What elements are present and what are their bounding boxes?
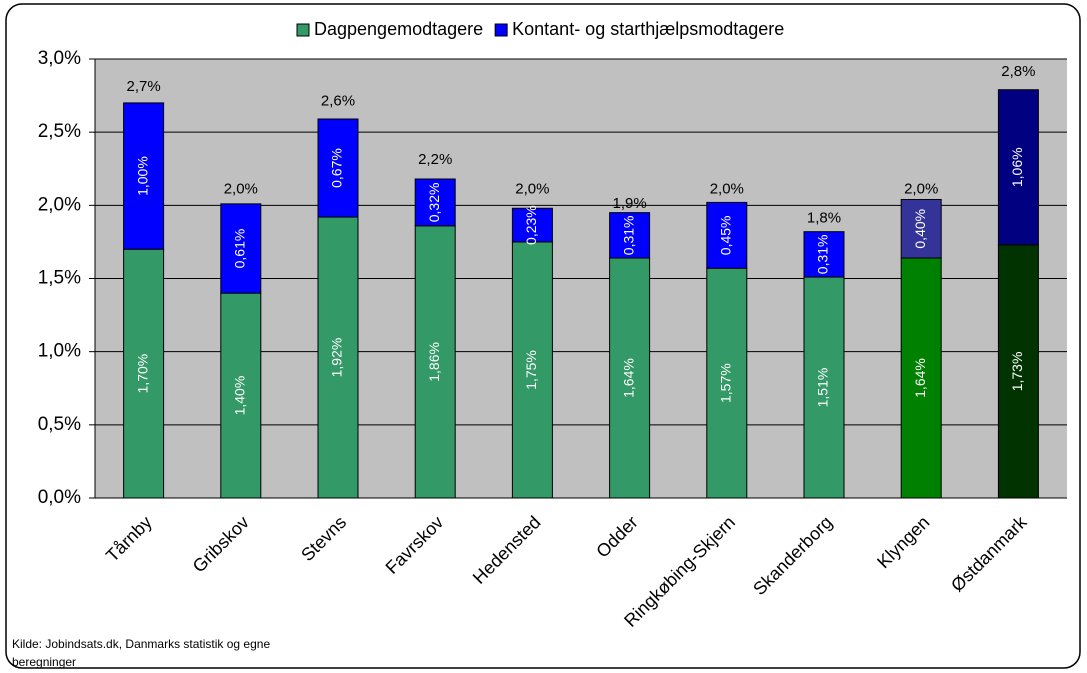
data-label: 0,67%: [329, 148, 345, 188]
data-label: 1,92%: [329, 338, 345, 378]
bar-segment: [511, 207, 553, 243]
legend-swatch: [296, 23, 310, 37]
total-label: 1,8%: [807, 210, 841, 227]
bar-segment: [900, 198, 942, 259]
total-label: 2,2%: [418, 151, 452, 168]
data-label: 0,23%: [523, 205, 539, 245]
data-label: 1,70%: [134, 354, 150, 394]
source-note: Kilde: Jobindsats.dk, Danmarks statistik…: [12, 637, 270, 651]
total-label: 2,0%: [904, 180, 938, 197]
data-label: 1,57%: [718, 363, 734, 403]
y-tick-label: 0,5%: [38, 414, 81, 435]
bar-segment: [803, 276, 845, 499]
total-label: 2,0%: [710, 180, 744, 197]
data-label: 1,00%: [134, 156, 150, 196]
data-label: 1,51%: [815, 368, 831, 408]
bar-segment: [123, 102, 165, 250]
data-label: 1,64%: [912, 358, 928, 398]
data-label: 0,40%: [912, 209, 928, 249]
y-tick-label: 2,5%: [38, 121, 81, 142]
bar-segment: [220, 203, 262, 294]
data-label: 0,31%: [620, 215, 636, 255]
bar-segment: [317, 118, 359, 218]
bar-segment: [803, 231, 845, 278]
source-note: beregninger: [12, 655, 76, 669]
legend-label: Kontant- og starthjælpsmodtagere: [512, 19, 784, 39]
bar-segment: [414, 225, 456, 499]
data-label: 0,32%: [426, 183, 442, 223]
total-label: 2,8%: [1001, 63, 1035, 80]
y-tick-label: 0,0%: [38, 487, 81, 508]
data-label: 1,75%: [523, 350, 539, 390]
bar-segment: [706, 267, 748, 499]
y-tick-label: 1,5%: [38, 268, 81, 289]
data-label: 1,06%: [1009, 147, 1025, 187]
y-tick-label: 3,0%: [38, 48, 81, 69]
bar-segment: [123, 248, 165, 499]
data-label: 1,64%: [620, 358, 636, 398]
data-label: 1,86%: [426, 342, 442, 382]
y-tick-label: 2,0%: [38, 194, 81, 215]
bar-segment: [609, 212, 651, 259]
total-label: 2,7%: [126, 78, 160, 95]
total-label: 2,0%: [515, 180, 549, 197]
bar-segment: [220, 292, 262, 499]
legend-swatch: [494, 23, 508, 37]
total-label: 2,0%: [224, 180, 258, 197]
data-label: 0,61%: [232, 229, 248, 269]
bar-segment: [997, 89, 1039, 246]
bar-segment: [706, 201, 748, 269]
bar-segment: [997, 244, 1039, 499]
data-label: 0,31%: [815, 235, 831, 275]
bar-segment: [414, 178, 456, 227]
bar-segment: [317, 216, 359, 499]
data-label: 1,40%: [232, 376, 248, 416]
data-label: 0,45%: [718, 215, 734, 255]
y-tick-label: 1,0%: [38, 341, 81, 362]
total-label: 1,9%: [612, 195, 646, 212]
legend-label: Dagpengemodtagere: [314, 19, 483, 39]
data-label: 1,73%: [1009, 352, 1025, 392]
total-label: 2,6%: [321, 93, 355, 110]
